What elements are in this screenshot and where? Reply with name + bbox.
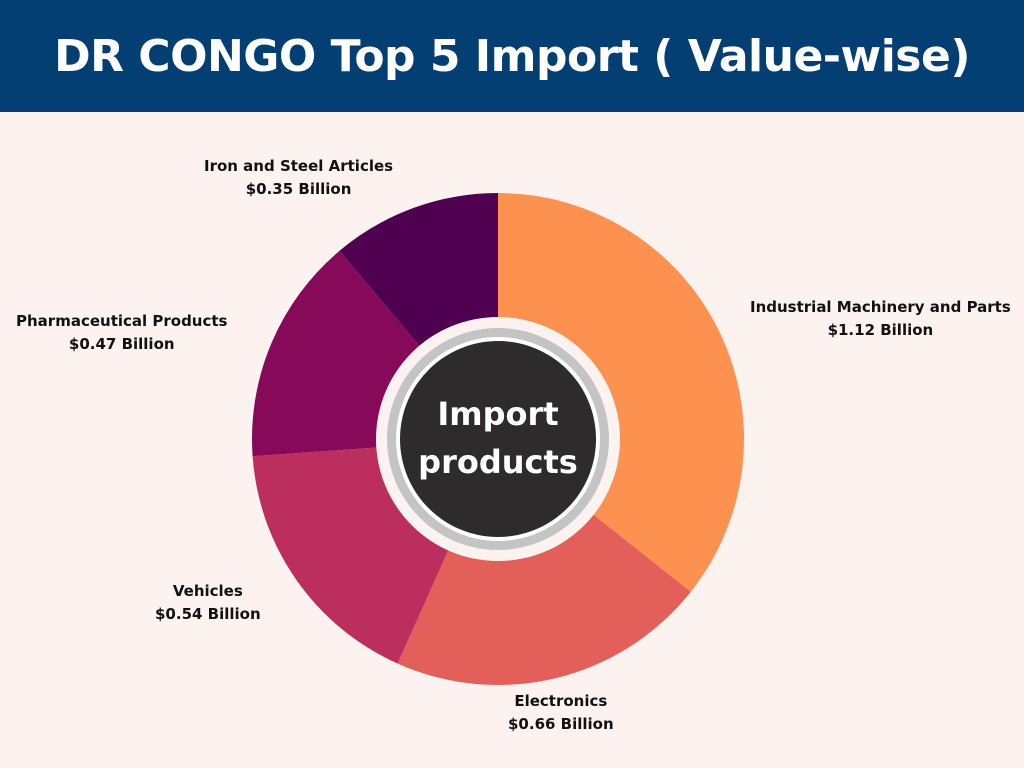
center-label: Import products — [398, 390, 598, 486]
slice-label-industrial-machinery: Industrial Machinery and Parts $1.12 Bil… — [750, 296, 1011, 342]
title-banner: DR CONGO Top 5 Import ( Value-wise) — [0, 0, 1024, 112]
slice-label-pharmaceutical: Pharmaceutical Products $0.47 Billion — [16, 310, 227, 356]
slice-label-electronics: Electronics $0.66 Billion — [508, 690, 614, 736]
slice-name: Vehicles — [172, 582, 243, 600]
slice-name: Electronics — [514, 692, 608, 710]
slice-value: $0.66 Billion — [508, 715, 614, 733]
slice-label-vehicles: Vehicles $0.54 Billion — [155, 580, 261, 626]
center-disc — [400, 341, 596, 537]
slice-name: Industrial Machinery and Parts — [750, 298, 1011, 316]
slice-value: $0.47 Billion — [68, 335, 175, 353]
slice-value: $0.54 Billion — [155, 605, 261, 623]
chart-title: DR CONGO Top 5 Import ( Value-wise) — [54, 30, 970, 82]
slice-label-iron-steel: Iron and Steel Articles $0.35 Billion — [204, 155, 393, 201]
slice-industrial-machinery-and-parts — [498, 193, 744, 592]
slice-value: $1.12 Billion — [827, 321, 934, 339]
slice-value: $0.35 Billion — [245, 180, 352, 198]
center-label-line1: Import — [437, 395, 559, 433]
slice-name: Iron and Steel Articles — [204, 157, 394, 175]
slice-name: Pharmaceutical Products — [16, 312, 228, 330]
center-label-line2: products — [418, 443, 578, 481]
donut-slices — [252, 193, 744, 685]
